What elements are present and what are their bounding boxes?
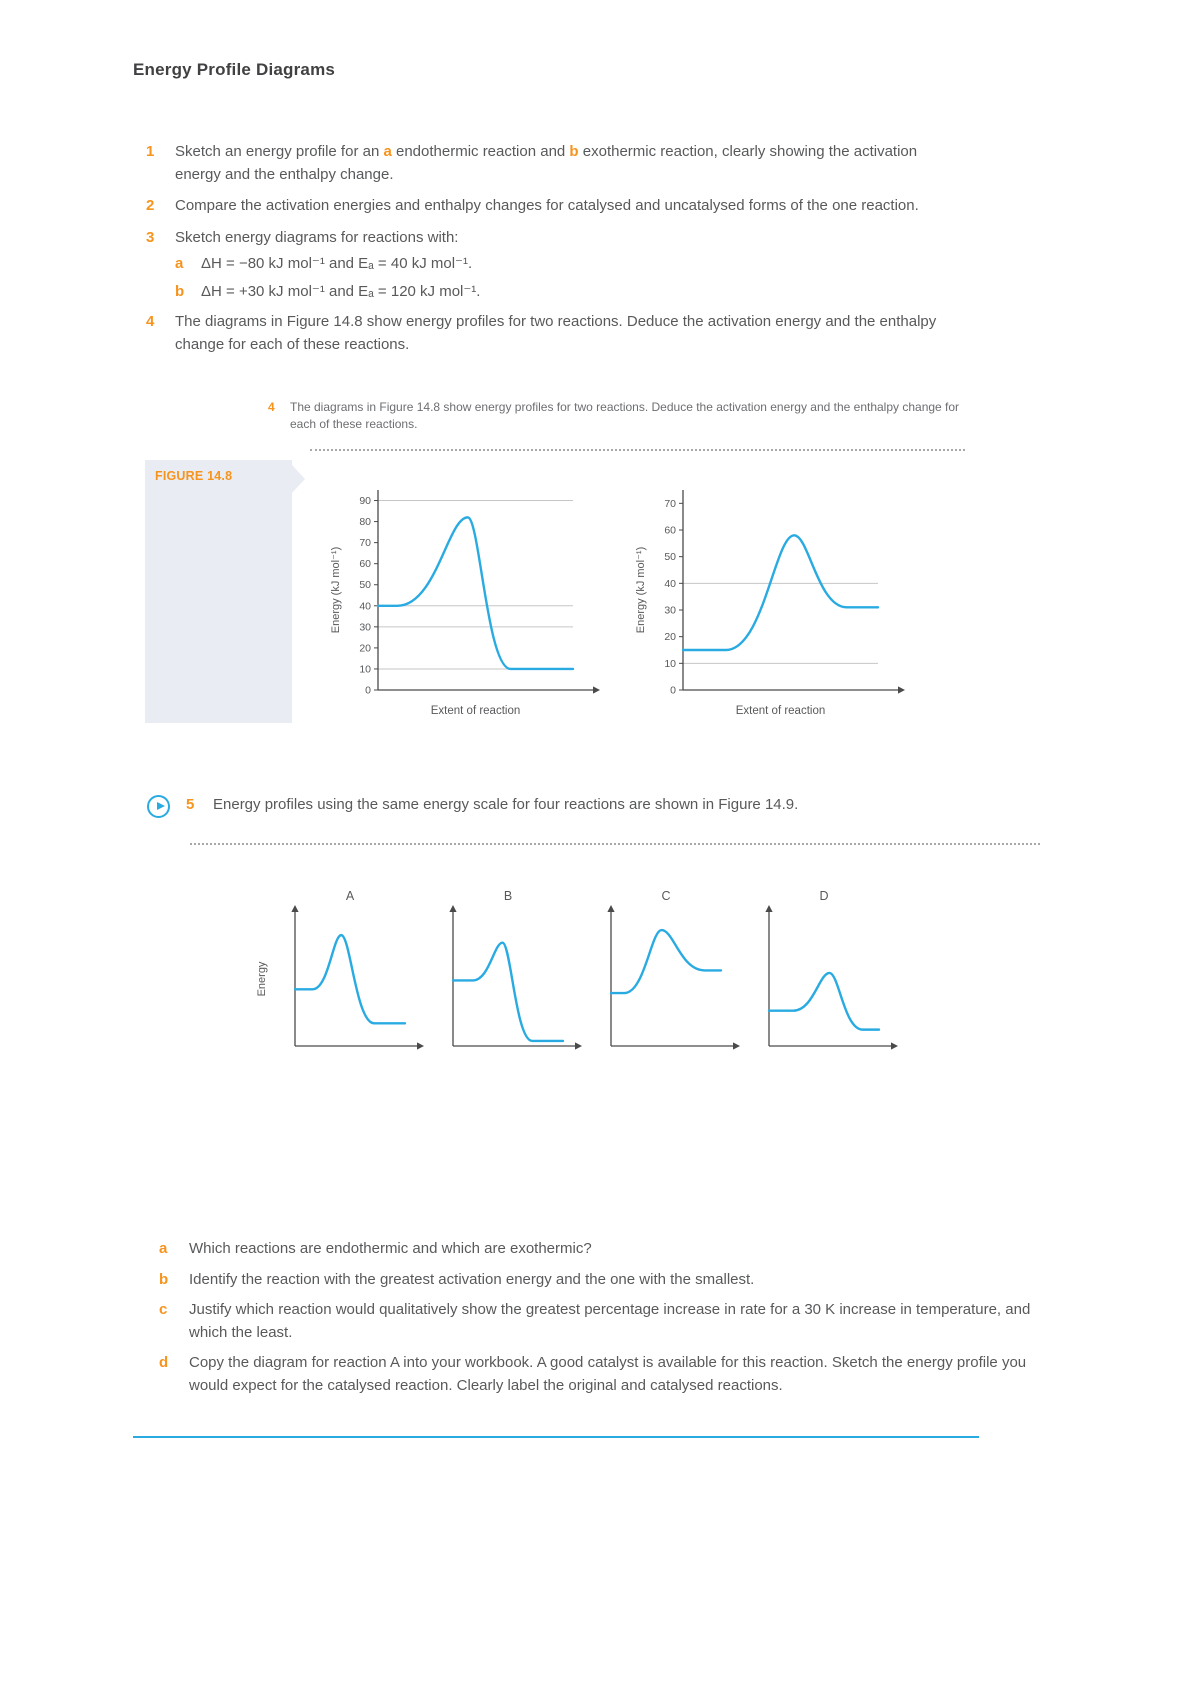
svg-text:C: C — [661, 889, 670, 903]
svg-text:30: 30 — [664, 605, 676, 617]
figure-14-9-chart-c: C — [585, 888, 743, 1058]
page-title: Energy Profile Diagrams — [133, 60, 336, 79]
sub-question-b-text: Identify the reaction with the greatest … — [189, 1270, 755, 1288]
section-divider-line — [133, 1436, 979, 1438]
svg-text:Energy (kJ mol⁻¹): Energy (kJ mol⁻¹) — [330, 547, 342, 634]
svg-text:20: 20 — [664, 631, 676, 643]
sub-question-b-label: b — [159, 1270, 169, 1288]
sub-question-d-label: d — [159, 1354, 169, 1371]
svg-text:60: 60 — [359, 558, 371, 570]
svg-text:0: 0 — [365, 685, 371, 697]
sub-question-c-label: c — [159, 1301, 168, 1318]
question-3b-label: b — [175, 282, 185, 300]
svg-text:D: D — [819, 889, 828, 903]
question-4-embedded-number: 4 — [268, 400, 275, 414]
question-1: 1 Sketch an energy profile for an a endo… — [146, 141, 958, 186]
sub-question-c-text: Justify which reaction would qualitative… — [189, 1301, 1031, 1341]
svg-text:50: 50 — [664, 551, 676, 563]
sub-question-a-text: Which reactions are endothermic and whic… — [189, 1240, 592, 1257]
question-5-text: Energy profiles using the same energy sc… — [213, 796, 799, 813]
sub-question-c: c Justify which reaction would qualitati… — [159, 1299, 1031, 1344]
svg-text:Energy (kJ mol⁻¹): Energy (kJ mol⁻¹) — [635, 547, 647, 634]
figure-14-9-chart-a: Energy A — [255, 888, 427, 1058]
question-4-number: 4 — [146, 313, 155, 330]
sub-question-a: a Which reactions are endothermic and wh… — [159, 1238, 1031, 1261]
svg-text:Extent of reaction: Extent of reaction — [431, 705, 521, 717]
figure-label-box: FIGURE 14.8 — [145, 460, 305, 723]
question-3a: a ΔH = −80 kJ mol⁻¹ and Eₐ = 40 kJ mol⁻¹… — [175, 253, 958, 276]
svg-text:10: 10 — [664, 658, 676, 670]
question-4-embedded-text: The diagrams in Figure 14.8 show energy … — [290, 400, 960, 431]
text-fragment: endothermic reaction and — [391, 143, 570, 160]
question-2: 2 Compare the activation energies and en… — [146, 195, 958, 218]
question-5: 5 Energy profiles using the same energy … — [147, 794, 1047, 818]
question-3b: b ΔH = +30 kJ mol⁻¹ and Eₐ = 120 kJ mol⁻… — [175, 281, 958, 304]
svg-text:70: 70 — [359, 537, 371, 549]
svg-text:A: A — [346, 889, 355, 903]
svg-text:70: 70 — [664, 498, 676, 510]
svg-text:10: 10 — [359, 663, 371, 675]
svg-text:30: 30 — [359, 621, 371, 633]
question-2-text: Compare the activation energies and enth… — [175, 197, 919, 214]
svg-text:50: 50 — [359, 579, 371, 591]
svg-text:20: 20 — [359, 642, 371, 654]
sub-question-b: b Identify the reaction with the greates… — [159, 1269, 1031, 1292]
question-3a-label: a — [175, 255, 184, 272]
svg-text:80: 80 — [359, 516, 371, 528]
sub-question-d-text: Copy the diagram for reaction A into you… — [189, 1354, 1027, 1394]
question-1-number: 1 — [146, 143, 155, 160]
svg-text:Energy: Energy — [256, 961, 268, 996]
svg-text:90: 90 — [359, 495, 371, 507]
dotted-separator — [310, 449, 965, 451]
sub-question-list: a Which reactions are endothermic and wh… — [159, 1238, 1031, 1405]
figure-label: FIGURE 14.8 — [155, 469, 233, 483]
dotted-separator — [190, 843, 1040, 845]
question-1-text: Sketch an energy profile for an a endoth… — [175, 141, 958, 186]
sub-question-a-label: a — [159, 1240, 168, 1257]
question-3-text: Sketch energy diagrams for reactions wit… — [175, 228, 459, 246]
question-4-embedded: 4 The diagrams in Figure 14.8 show energ… — [268, 399, 968, 433]
inline-part-b: b — [569, 143, 579, 160]
figure-14-9-charts: Energy A B C D — [255, 888, 901, 1058]
svg-text:40: 40 — [664, 578, 676, 590]
question-5-number: 5 — [186, 796, 195, 813]
question-list: 1 Sketch an energy profile for an a endo… — [146, 141, 958, 365]
question-3-number: 3 — [146, 228, 155, 246]
figure-14-9-chart-d: D — [743, 888, 901, 1058]
question-3a-text: ΔH = −80 kJ mol⁻¹ and Eₐ = 40 kJ mol⁻¹. — [201, 255, 473, 272]
play-icon — [147, 795, 170, 818]
text-fragment: exothermic reaction, clearly showing the… — [175, 143, 918, 183]
svg-text:60: 60 — [664, 525, 676, 537]
svg-text:Extent of reaction: Extent of reaction — [736, 705, 826, 717]
question-4: 4 The diagrams in Figure 14.8 show energ… — [146, 311, 958, 356]
svg-text:B: B — [504, 889, 512, 903]
figure-14-9-chart-b: B — [427, 888, 585, 1058]
figure-14-8-right-chart: 0 10 20 30 40 50 60 70 Extent of reaction Energy … — [633, 478, 918, 723]
question-4-text: The diagrams in Figure 14.8 show energy … — [175, 313, 937, 353]
sub-question-d: d Copy the diagram for reaction A into y… — [159, 1352, 1031, 1397]
svg-text:40: 40 — [359, 600, 371, 612]
question-3b-text: ΔH = +30 kJ mol⁻¹ and Eₐ = 120 kJ mol⁻¹. — [201, 282, 481, 300]
figure-14-8-left-chart: 0 10 20 30 40 50 60 70 80 90 Extent of reaction Ene… — [328, 478, 613, 723]
inline-part-a: a — [383, 143, 392, 160]
question-2-number: 2 — [146, 197, 155, 214]
svg-text:0: 0 — [670, 685, 676, 697]
question-3: 3 Sketch energy diagrams for reactions w… — [146, 227, 958, 250]
text-fragment: Sketch an energy profile for an — [175, 143, 384, 160]
